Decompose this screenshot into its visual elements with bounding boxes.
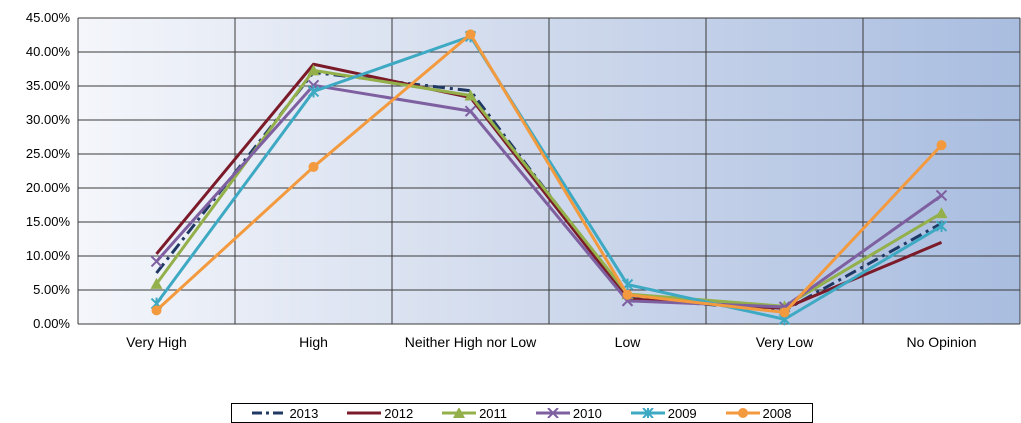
data-point bbox=[737, 408, 748, 418]
data-point bbox=[547, 408, 559, 418]
data-point bbox=[622, 289, 633, 300]
legend-swatch bbox=[630, 408, 665, 418]
y-tick-label: 15.00% bbox=[26, 214, 71, 229]
series-line bbox=[155, 62, 943, 310]
legend-swatch bbox=[442, 408, 477, 418]
line-chart: 0.00% 5.00% 10.00% 15.00% 20.00% 25.00% 30.00%… bbox=[26, 10, 1021, 350]
y-axis-tick-labels: 0.00% 5.00% 10.00% 15.00% 20.00% 25.00% 30.00%… bbox=[26, 10, 71, 331]
x-tick-label: Low bbox=[615, 334, 642, 350]
data-point bbox=[642, 408, 654, 418]
data-point bbox=[464, 105, 477, 117]
data-point bbox=[935, 189, 948, 202]
x-tick-label: No Opinion bbox=[906, 334, 976, 350]
data-point bbox=[936, 140, 947, 151]
y-tick-label: 20.00% bbox=[26, 180, 71, 195]
legend-swatch bbox=[347, 411, 382, 415]
legend-label: 2008 bbox=[762, 405, 792, 421]
x-tick-label: Neither High nor Low bbox=[405, 334, 537, 350]
data-point bbox=[151, 305, 162, 316]
legend-item: 2011 bbox=[442, 406, 507, 421]
y-tick-label: 40.00% bbox=[26, 44, 71, 59]
data-point bbox=[308, 161, 319, 172]
series-line bbox=[155, 34, 943, 321]
legend-item: 2009 bbox=[630, 405, 697, 421]
legend-swatch bbox=[725, 408, 760, 418]
legend-label: 2009 bbox=[667, 405, 697, 421]
series-line bbox=[155, 32, 943, 314]
legend-label: 2012 bbox=[384, 405, 414, 421]
legend-label: 2010 bbox=[572, 405, 602, 421]
data-point bbox=[307, 85, 320, 98]
legend-item: 2008 bbox=[725, 405, 792, 421]
legend-label: 2011 bbox=[479, 405, 508, 421]
y-tick-label: 45.00% bbox=[26, 10, 71, 25]
series-2012 bbox=[155, 62, 943, 310]
legend-item: 2013 bbox=[252, 406, 318, 421]
data-point bbox=[307, 64, 320, 76]
y-tick-label: 35.00% bbox=[26, 78, 71, 93]
legend-swatch bbox=[535, 408, 570, 418]
legend: 2013 2012 2011 2010 2009 2008 bbox=[231, 403, 813, 423]
data-point bbox=[465, 29, 476, 40]
y-tick-label: 10.00% bbox=[26, 248, 71, 263]
data-point bbox=[150, 255, 163, 268]
data-point bbox=[779, 307, 790, 318]
data-point bbox=[935, 207, 948, 219]
data-point bbox=[935, 220, 948, 233]
legend-item: 2012 bbox=[347, 406, 413, 421]
x-axis-tick-labels: Very High High Neither High nor Low Low Very… bbox=[126, 334, 976, 350]
x-tick-label: Very Low bbox=[756, 334, 814, 350]
series-lines bbox=[150, 29, 948, 326]
x-tick-label: Very High bbox=[126, 334, 187, 350]
data-point bbox=[464, 89, 477, 101]
x-tick-label: High bbox=[299, 334, 328, 350]
y-tick-label: 25.00% bbox=[26, 146, 71, 161]
data-point bbox=[453, 408, 466, 418]
series-line bbox=[155, 83, 943, 309]
series-2008 bbox=[151, 29, 947, 318]
y-tick-label: 30.00% bbox=[26, 112, 71, 127]
y-tick-label: 5.00% bbox=[33, 282, 70, 297]
legend-item: 2010 bbox=[535, 405, 602, 421]
y-tick-label: 0.00% bbox=[33, 316, 70, 331]
legend-label: 2013 bbox=[289, 405, 319, 421]
legend-swatch bbox=[252, 411, 287, 415]
gridlines bbox=[77, 17, 1021, 325]
series-line bbox=[155, 68, 943, 308]
data-point bbox=[150, 277, 163, 289]
